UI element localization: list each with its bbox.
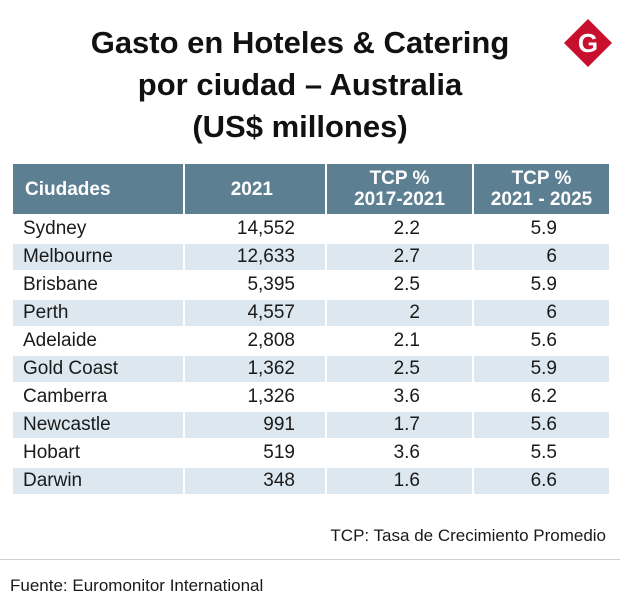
- city-cell: Gold Coast: [13, 356, 183, 382]
- value-cell: 2.1: [327, 328, 472, 354]
- value-cell: 4,557: [185, 300, 325, 326]
- table-row: Camberra 1,326 3.6 6.2: [13, 384, 609, 410]
- value-cell: 5.6: [474, 412, 609, 438]
- value-cell: 5.9: [474, 272, 609, 298]
- data-table: Ciudades 2021 TCP % 2017-2021 TCP % 2021 - 20…: [11, 162, 611, 496]
- value-cell: 6: [474, 300, 609, 326]
- value-cell: 6.6: [474, 468, 609, 494]
- divider: [0, 559, 620, 560]
- table-row: Darwin 348 1.6 6.6: [13, 468, 609, 494]
- city-cell: Brisbane: [13, 272, 183, 298]
- table-row: Brisbane 5,395 2.5 5.9: [13, 272, 609, 298]
- city-cell: Hobart: [13, 440, 183, 466]
- table-row: Hobart 519 3.6 5.5: [13, 440, 609, 466]
- table-row: Sydney 14,552 2.2 5.9: [13, 216, 609, 242]
- value-cell: 5.9: [474, 356, 609, 382]
- title-line-2: por ciudad – Australia: [137, 67, 463, 102]
- column-header: 2021: [185, 164, 325, 214]
- column-header-line: 2017-2021: [354, 189, 445, 210]
- logo-diamond: [564, 19, 612, 67]
- table-row: Perth 4,557 2 6: [13, 300, 609, 326]
- city-cell: Melbourne: [13, 244, 183, 270]
- column-header-line: TCP %: [369, 168, 430, 189]
- footnote: TCP: Tasa de Crecimiento Promedio: [330, 526, 606, 545]
- city-cell: Sydney: [13, 216, 183, 242]
- column-header-line: TCP %: [511, 168, 572, 189]
- column-header: TCP % 2017-2021: [327, 164, 472, 214]
- source-credit: Fuente: Euromonitor International: [10, 576, 264, 595]
- value-cell: 5.6: [474, 328, 609, 354]
- table-row: Melbourne 12,633 2.7 6: [13, 244, 609, 270]
- value-cell: 14,552: [185, 216, 325, 242]
- value-cell: 6.2: [474, 384, 609, 410]
- value-cell: 519: [185, 440, 325, 466]
- column-header: Ciudades: [13, 164, 183, 214]
- table-row: Adelaide 2,808 2.1 5.6: [13, 328, 609, 354]
- city-cell: Darwin: [13, 468, 183, 494]
- table-row: Newcastle 991 1.7 5.6: [13, 412, 609, 438]
- value-cell: 5.9: [474, 216, 609, 242]
- value-cell: 5.5: [474, 440, 609, 466]
- value-cell: 1,362: [185, 356, 325, 382]
- column-header: TCP % 2021 - 2025: [474, 164, 609, 214]
- value-cell: 1.6: [327, 468, 472, 494]
- gestion-logo-icon: G: [564, 19, 612, 67]
- column-header-line: 2021: [230, 178, 273, 200]
- city-cell: Newcastle: [13, 412, 183, 438]
- value-cell: 5,395: [185, 272, 325, 298]
- chart-title: Gasto en Hoteles & Catering por ciudad –…: [40, 22, 560, 148]
- value-cell: 2.5: [327, 272, 472, 298]
- city-cell: Perth: [13, 300, 183, 326]
- column-header-line: Ciudades: [25, 178, 111, 200]
- value-cell: 991: [185, 412, 325, 438]
- value-cell: 2.5: [327, 356, 472, 382]
- value-cell: 1,326: [185, 384, 325, 410]
- value-cell: 3.6: [327, 384, 472, 410]
- table-header-row: Ciudades 2021 TCP % 2017-2021 TCP % 2021 - 20…: [13, 164, 609, 214]
- table-row: Gold Coast 1,362 2.5 5.9: [13, 356, 609, 382]
- title-line-1: Gasto en Hoteles & Catering: [90, 25, 510, 60]
- value-cell: 2.7: [327, 244, 472, 270]
- value-cell: 348: [185, 468, 325, 494]
- value-cell: 12,633: [185, 244, 325, 270]
- value-cell: 1.7: [327, 412, 472, 438]
- value-cell: 2.2: [327, 216, 472, 242]
- title-line-3: (US$ millones): [192, 109, 408, 144]
- city-cell: Adelaide: [13, 328, 183, 354]
- logo-letter: G: [578, 28, 598, 58]
- column-header-line: 2021 - 2025: [490, 189, 593, 210]
- city-cell: Camberra: [13, 384, 183, 410]
- value-cell: 6: [474, 244, 609, 270]
- value-cell: 3.6: [327, 440, 472, 466]
- value-cell: 2,808: [185, 328, 325, 354]
- table-body: Sydney 14,552 2.2 5.9 Melbourne 12,633 2.7 6 Bri…: [13, 216, 609, 494]
- value-cell: 2: [327, 300, 472, 326]
